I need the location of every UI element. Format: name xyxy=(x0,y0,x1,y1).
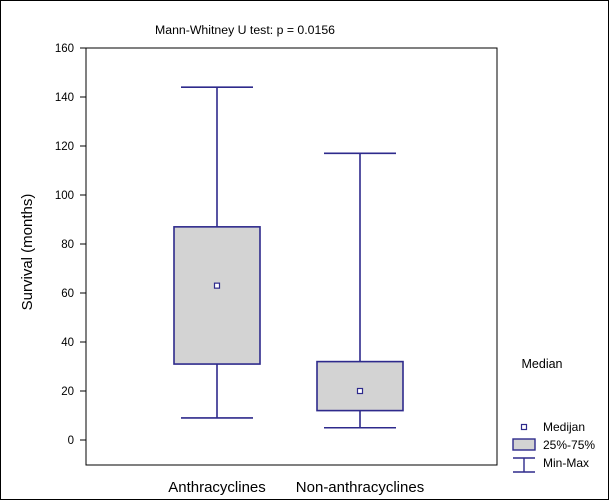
iqr-box-non-anthracyclines xyxy=(316,360,404,412)
legend-label-whisker: Min-Max xyxy=(543,456,589,470)
y-tick-label-20: 20 xyxy=(61,386,74,398)
category-label-non-anthracyclines: Non-anthracyclines xyxy=(296,479,424,496)
y-tick-label-60: 60 xyxy=(61,288,74,300)
y-axis-label: Survival (months) xyxy=(19,194,36,311)
legend: Medijan 25%-75% Min-Max xyxy=(512,420,595,473)
plot-layer: 0 20 40 60 80 100 120 140 160 Anthracyclines Non-a… xyxy=(55,43,498,496)
y-tick-label-140: 140 xyxy=(55,92,74,104)
box-group-anthracyclines xyxy=(173,86,261,419)
legend-box-swatch xyxy=(512,438,536,451)
y-tick-label-160: 160 xyxy=(55,43,74,55)
legend-median-swatch xyxy=(520,423,528,431)
y-tick-label-80: 80 xyxy=(61,239,74,251)
median-marker-anthracyclines xyxy=(213,282,221,289)
iqr-box-anthracyclines xyxy=(173,226,261,365)
y-tick-label-0: 0 xyxy=(68,435,74,447)
legend-label-box: 25%-75% xyxy=(543,438,595,452)
legend-label-median-marker: Medijan xyxy=(543,420,585,434)
plot-frame xyxy=(85,47,498,466)
category-label-anthracyclines: Anthracyclines xyxy=(168,479,266,496)
chart-title: Mann-Whitney U test: p = 0.0156 xyxy=(155,25,335,37)
y-tick-label-120: 120 xyxy=(55,141,74,153)
y-tick-label-100: 100 xyxy=(55,190,74,202)
side-label-median: Median xyxy=(522,357,563,371)
median-marker-non-anthracyclines xyxy=(356,387,364,395)
box-group-non-anthracyclines xyxy=(316,152,404,429)
y-tick-label-40: 40 xyxy=(61,337,74,349)
